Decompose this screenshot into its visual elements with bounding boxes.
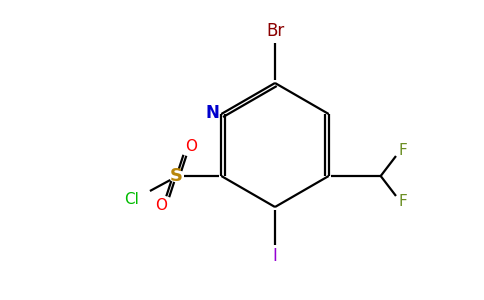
Text: S: S [170,167,183,185]
Text: Br: Br [266,22,284,40]
Text: Cl: Cl [124,191,139,206]
Text: I: I [272,247,277,265]
Text: N: N [205,104,219,122]
Text: F: F [399,142,408,158]
Text: O: O [185,139,197,154]
Text: F: F [399,194,408,209]
Text: O: O [155,198,167,213]
